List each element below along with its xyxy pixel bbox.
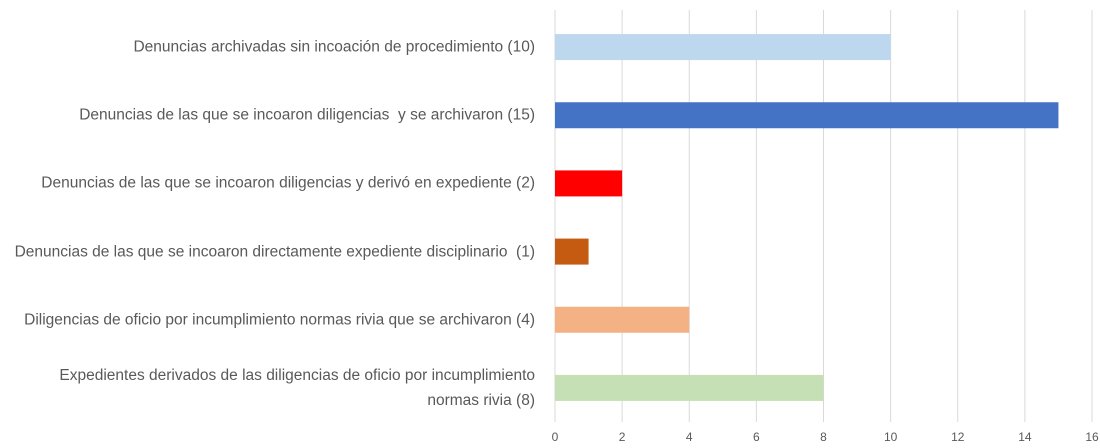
bar <box>555 306 690 333</box>
x-tick-label: 6 <box>753 430 760 444</box>
y-tick-label: Diligencias de oficio por incumplimiento… <box>24 311 535 329</box>
x-tick-label: 16 <box>1085 430 1099 444</box>
bar <box>555 170 623 197</box>
y-tick-label: Denuncias archivadas sin incoación de pr… <box>133 38 535 56</box>
x-tick-label: 14 <box>1018 430 1032 444</box>
y-tick-label: Denuncias de las que se incoaron diligen… <box>41 174 535 192</box>
y-tick-label: Denuncias de las que se incoaron directa… <box>14 243 535 261</box>
y-tick-label: Expedientes derivados de las diligencias… <box>59 366 540 409</box>
bar <box>555 238 589 265</box>
x-tick-label: 2 <box>619 430 626 444</box>
bar <box>555 374 824 401</box>
y-tick-label: Denuncias de las que se incoaron diligen… <box>79 106 535 124</box>
x-tick-label: 12 <box>951 430 965 444</box>
bar <box>555 34 891 61</box>
x-tick-label: 10 <box>884 430 898 444</box>
bar <box>555 102 1059 129</box>
x-tick-label: 4 <box>686 430 693 444</box>
x-tick-label: 8 <box>820 430 827 444</box>
x-tick-label: 0 <box>552 430 559 444</box>
